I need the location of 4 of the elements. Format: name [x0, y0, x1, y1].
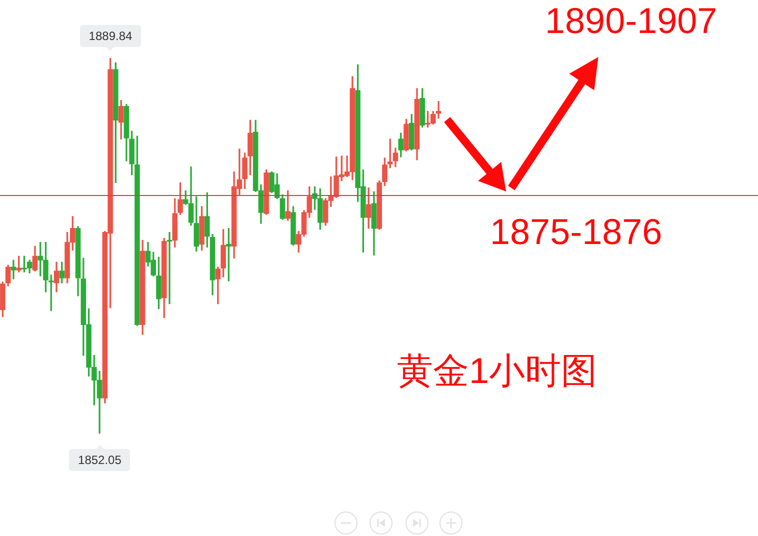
text: 1890-1907 [545, 0, 718, 41]
candlestick [10, 260, 16, 280]
text: 1875-1876 [490, 210, 662, 252]
text: 黄金1小时图 [397, 350, 598, 391]
